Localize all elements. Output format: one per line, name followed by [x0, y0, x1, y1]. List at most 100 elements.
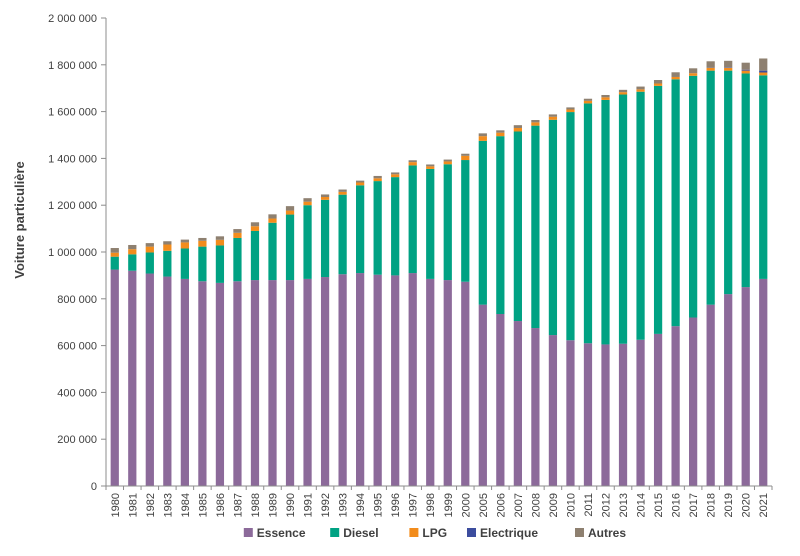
bar-segment-essence-2013 [618, 343, 628, 486]
x-tick-label: 1996 [390, 493, 402, 517]
bar-segment-lpg-1996 [391, 174, 400, 178]
bar-segment-autres-1992 [320, 194, 330, 198]
bar-segment-lpg-1989 [268, 218, 277, 223]
legend: Essence Diesel LPG Electrique Autres [243, 526, 626, 540]
legend-swatch [575, 528, 584, 537]
bar-segment-essence-2016 [671, 326, 680, 486]
x-tick-label: 1992 [320, 493, 332, 517]
bar-segment-diesel-2020 [741, 73, 750, 288]
bar-segment-diesel-2014 [636, 91, 645, 340]
bar-segment-essence-2020 [741, 287, 750, 486]
bar-segment-autres-1986 [215, 236, 225, 240]
bar-segment-diesel-1993 [338, 194, 347, 275]
legend-label: Essence [257, 526, 306, 540]
bar-segment-essence-1989 [268, 280, 277, 486]
x-tick-label: 2013 [618, 493, 630, 517]
bar-segment-lpg-2021 [759, 72, 768, 76]
bar-segment-autres-2010 [566, 107, 575, 110]
bar-segment-diesel-2005 [478, 140, 487, 305]
bar-segment-essence-1990 [285, 280, 295, 486]
x-tick-label: 2016 [671, 493, 683, 517]
bar-segment-lpg-2000 [461, 155, 470, 161]
bar-segment-lpg-1993 [338, 191, 347, 195]
bar-segment-lpg-1995 [373, 178, 382, 182]
bar-segment-lpg-2014 [636, 89, 645, 92]
bar-segment-essence-1999 [443, 280, 452, 486]
y-tick-label: 600 000 [57, 341, 97, 353]
bar-segment-autres-1999 [443, 159, 452, 162]
bar-segment-lpg-1994 [356, 182, 365, 186]
bar-segment-autres-1980 [110, 248, 119, 253]
bar-segment-diesel-1984 [180, 248, 189, 279]
bar-segment-lpg-1998 [426, 166, 435, 169]
x-tick-label: 2000 [460, 493, 472, 517]
x-tick-label: 2018 [706, 493, 718, 517]
bar-segment-lpg-2012 [601, 97, 610, 100]
bar-segment-autres-2013 [618, 89, 628, 93]
x-tick-label: 2015 [653, 493, 665, 517]
bar-segment-diesel-1996 [391, 177, 400, 276]
x-tick-label: 1999 [443, 493, 455, 517]
legend-item-electrique: Electrique [467, 526, 538, 540]
bar-segment-essence-1982 [145, 273, 154, 486]
bar-segment-essence-1987 [233, 281, 242, 486]
bar-segment-lpg-2020 [741, 70, 750, 74]
x-axis: 1980 1981 1982 1983 1984 1985 1986 1987 1988 1989… [105, 485, 773, 517]
bar-segment-essence-1994 [356, 273, 365, 486]
bar-segment-autres-2009 [548, 114, 558, 117]
bar-segment-autres-1994 [356, 180, 365, 183]
bar-segment-lpg-2009 [548, 116, 558, 120]
bar-segment-lpg-2005 [478, 136, 487, 141]
legend-item-essence: Essence [243, 526, 306, 540]
bar-segment-diesel-2019 [724, 70, 733, 295]
bar-segment-lpg-2015 [653, 83, 663, 86]
y-tick-label: 0 [91, 481, 97, 493]
bar-segment-essence-1984 [180, 278, 189, 486]
y-tick-label: 1 200 000 [48, 200, 97, 212]
x-tick-label: 2014 [636, 493, 648, 517]
bar-segment-essence-2017 [689, 317, 698, 486]
bar-segment-autres-1998 [426, 164, 435, 167]
bar-segment-diesel-1987 [233, 237, 242, 282]
y-tick-label: 800 000 [57, 294, 97, 306]
bar-segment-lpg-1980 [110, 252, 119, 257]
bar-segment-essence-1991 [303, 278, 312, 486]
x-tick-label: 1995 [373, 493, 385, 517]
x-tick-label: 2012 [601, 493, 613, 517]
bar-segment-lpg-2013 [618, 92, 628, 95]
x-tick-label: 1990 [285, 493, 297, 517]
legend-swatch [409, 528, 419, 537]
bar-segment-autres-2019 [724, 60, 733, 68]
bar-segment-essence-2011 [583, 343, 593, 486]
bar-segment-diesel-2007 [513, 131, 522, 322]
bar-segment-diesel-2010 [566, 112, 575, 341]
bar-segment-autres-2015 [653, 80, 663, 84]
y-tick-label: 400 000 [57, 387, 97, 399]
bar-segment-autres-1991 [303, 198, 312, 202]
legend-item-lpg: LPG [409, 526, 447, 540]
bar-segment-diesel-1990 [285, 214, 295, 281]
bar-segment-autres-2011 [583, 98, 593, 101]
bar-segment-lpg-1990 [285, 210, 295, 215]
bar-segment-autres-1981 [128, 244, 137, 250]
bar-segment-autres-1985 [198, 237, 207, 241]
bar-segment-lpg-2019 [724, 67, 733, 71]
bar-segment-essence-1995 [373, 274, 382, 486]
x-tick-label: 1982 [145, 493, 157, 517]
bar-segment-autres-2016 [671, 72, 680, 77]
x-tick-label: 2009 [548, 493, 560, 517]
bar-segment-diesel-2006 [496, 136, 505, 315]
bar-segment-essence-1998 [426, 278, 435, 486]
y-tick-label: 1 600 000 [48, 107, 97, 119]
bar-segment-autres-2006 [496, 130, 505, 133]
legend-swatch [243, 528, 253, 537]
bar-segment-electrique-2021 [759, 70, 768, 73]
bar-segment-autres-1988 [250, 222, 260, 227]
bar-segment-diesel-2015 [653, 85, 663, 334]
bar-segment-lpg-1988 [250, 226, 260, 231]
x-tick-label: 2007 [513, 493, 525, 517]
bar-segment-autres-2021 [759, 58, 768, 71]
bar-segment-diesel-1988 [250, 230, 260, 281]
bar-segment-lpg-1986 [215, 239, 225, 246]
